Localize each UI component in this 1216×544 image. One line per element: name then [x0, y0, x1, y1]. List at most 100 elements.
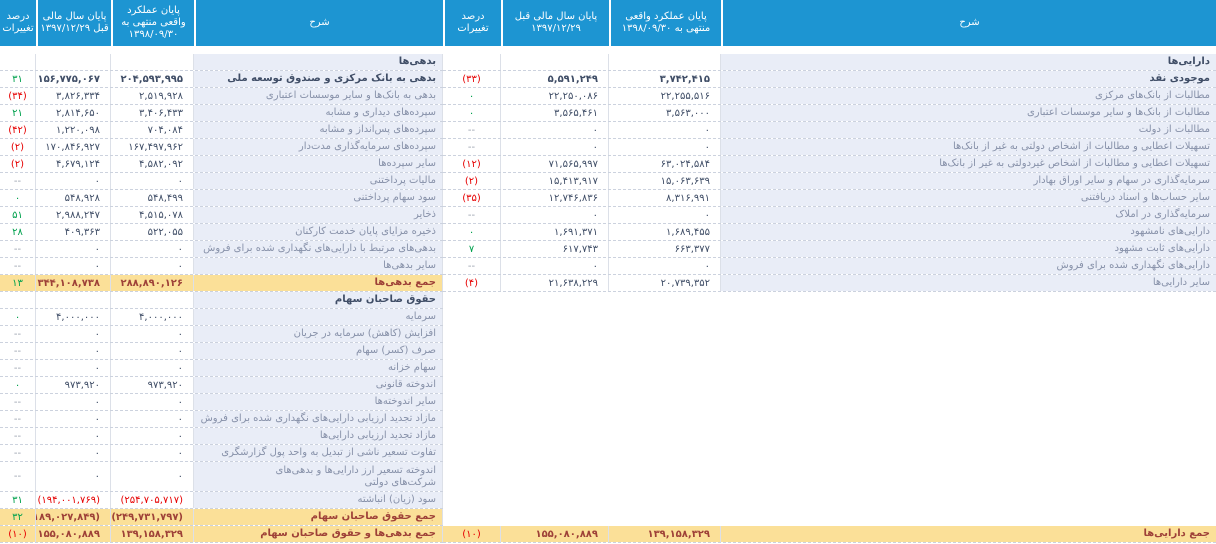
current-period-value-cell: ۳,۵۶۳,۰۰۰	[609, 105, 721, 121]
table-row: -- ۰ ۰ مالیات پرداختنی	[0, 173, 443, 190]
row-label: بدهی به بانک مرکزی و صندوق توسعه ملی	[194, 71, 443, 87]
col-header-description-liabilities: شرح	[194, 0, 443, 46]
row-label: تسهیلات اعطایی و مطالبات از اشخاص غیردول…	[721, 156, 1216, 172]
prev-year-value-cell: ۰	[36, 428, 111, 444]
row-label: جمع دارایی‌ها	[721, 526, 1216, 542]
current-period-value-cell: ۰	[609, 122, 721, 138]
current-period-value-cell: ۰	[111, 462, 194, 491]
prev-year-value-cell: (۱۸۹,۰۲۷,۸۴۹)	[36, 509, 111, 525]
prev-year-value-cell: ۰	[36, 343, 111, 359]
current-period-value-cell: ۰	[609, 207, 721, 223]
prev-year-value-cell: ۰	[36, 258, 111, 274]
row-label: جمع بدهی‌ها	[194, 275, 443, 291]
prev-year-value-cell: ۵,۵۹۱,۲۴۹	[501, 71, 609, 87]
row-label: اندوخته قانونی	[194, 377, 443, 393]
prev-year-value-cell: ۱۵۵,۰۸۰,۸۸۹	[36, 526, 111, 542]
current-period-value-cell: ۶۳,۰۲۴,۵۸۴	[609, 156, 721, 172]
table-row: -- ۰ ۰ سایر اندوخته‌ها	[0, 394, 443, 411]
prev-year-value-cell: ۱,۶۹۱,۳۷۱	[501, 224, 609, 240]
row-label: تفاوت تسعیر ناشی از تبدیل به واحد پول گز…	[194, 445, 443, 461]
pct-change-cell	[0, 54, 36, 70]
prev-year-value-cell: ۰	[501, 122, 609, 138]
pct-change-cell: (۳۳)	[443, 71, 501, 87]
prev-year-value-cell: ۰	[501, 207, 609, 223]
current-period-value-cell: ۹۷۳,۹۲۰	[111, 377, 194, 393]
pct-change-cell: ۲۸	[0, 224, 36, 240]
row-label: سایر اندوخته‌ها	[194, 394, 443, 410]
current-period-value-cell	[609, 54, 721, 70]
pct-change-cell	[443, 54, 501, 70]
pct-change-cell: --	[0, 428, 36, 444]
row-label: مازاد تجدید ارزیابی دارایی‌های نگهداری ش…	[194, 411, 443, 427]
table-row: -- ۰ ۰ افزایش (کاهش) سرمایه در جریان	[0, 326, 443, 343]
prev-year-value-cell	[36, 54, 111, 70]
prev-year-value-cell: ۲۱,۶۳۸,۲۲۹	[501, 275, 609, 291]
pct-change-cell: ۵۱	[0, 207, 36, 223]
table-row: -- ۰ ۰ سهام خزانه	[0, 360, 443, 377]
row-label: دارایی‌ها	[721, 54, 1216, 70]
current-period-value-cell: ۴,۰۰۰,۰۰۰	[111, 309, 194, 325]
table-row: (۲) ۴,۶۷۹,۱۲۴ ۴,۵۸۲,۰۹۲ سایر سپرده‌ها	[0, 156, 443, 173]
pct-change-cell: ۰	[0, 190, 36, 206]
pct-change-cell: ۷	[443, 241, 501, 257]
current-period-value-cell: ۵۴۸,۴۹۹	[111, 190, 194, 206]
table-row: -- ۰ ۰ دارایی‌های نگهداری شده برای فروش	[443, 258, 1216, 275]
current-period-value-cell: ۱۳۹,۱۵۸,۳۲۹	[609, 526, 721, 542]
pct-change-cell: --	[0, 258, 36, 274]
row-label: دارایی‌های نگهداری شده برای فروش	[721, 258, 1216, 274]
empty-region	[443, 292, 1216, 526]
table-row: -- ۰ ۰ مازاد تجدید ارزیابی دارایی‌ها	[0, 428, 443, 445]
pct-change-cell: (۴)	[443, 275, 501, 291]
table-row: -- ۰ ۰ تفاوت تسعیر ناشی از تبدیل به واحد پو…	[0, 445, 443, 462]
table-row: ۰ ۲۲,۲۵۰,۰۸۶ ۲۲,۲۵۵,۵۱۶ مطالبات از بانک‌های…	[443, 88, 1216, 105]
current-period-value-cell	[111, 54, 194, 70]
pct-change-cell: ۰	[0, 377, 36, 393]
prev-year-value-cell: ۱۵۵,۰۸۰,۸۸۹	[501, 526, 609, 542]
current-period-value-cell	[111, 292, 194, 308]
prev-year-value-cell: ۱۵۶,۷۷۵,۰۶۷	[36, 71, 111, 87]
current-period-value-cell: ۳,۴۰۶,۴۳۳	[111, 105, 194, 121]
pct-change-cell: --	[0, 360, 36, 376]
table-row: (۱۰) ۱۵۵,۰۸۰,۸۸۹ ۱۳۹,۱۵۸,۳۲۹ جمع دارایی‌ها	[443, 526, 1216, 543]
pct-change-cell: --	[0, 241, 36, 257]
table-row: ۲۸ ۴۰۹,۳۶۳ ۵۲۲,۰۵۵ ذخیره مزایای پایان خدمت …	[0, 224, 443, 241]
table-row: (۴) ۲۱,۶۳۸,۲۲۹ ۲۰,۷۳۹,۳۵۲ سایر دارایی‌ها	[443, 275, 1216, 292]
table-row: ۲۱ ۲,۸۱۴,۶۵۰ ۳,۴۰۶,۴۳۳ سپرده‌های دیداری و م…	[0, 105, 443, 122]
current-period-value-cell: ۲۰,۷۳۹,۳۵۲	[609, 275, 721, 291]
current-period-value-cell: ۰	[111, 360, 194, 376]
pct-change-cell: (۱۰)	[443, 526, 501, 542]
prev-year-value-cell	[501, 54, 609, 70]
pct-change-cell: ۰	[443, 88, 501, 104]
pct-change-cell: (۳۴)	[0, 88, 36, 104]
row-label: مطالبات از بانک‌های مرکزی	[721, 88, 1216, 104]
row-label: بدهی‌ها	[194, 54, 443, 70]
pct-change-cell: --	[443, 122, 501, 138]
row-label: جمع حقوق صاحبان سهام	[194, 509, 443, 525]
table-row: -- ۰ ۰ تسهیلات اعطایی و مطالبات از اشخاص دو…	[443, 139, 1216, 156]
current-period-value-cell: ۰	[111, 428, 194, 444]
prev-year-value-cell: ۰	[501, 139, 609, 155]
col-header-pct-change-liabilities: درصد تغییرات	[0, 0, 36, 46]
liabilities-equity-section: بدهی‌ها ۳۱ ۱۵۶,۷۷۵,۰۶۷ ۲۰۴,۵۹۳,۹۹۵ بدهی به ب…	[0, 54, 443, 543]
current-period-value-cell: ۰	[111, 394, 194, 410]
table-row: (۱۲) ۷۱,۵۶۵,۹۹۷ ۶۳,۰۲۴,۵۸۴ تسهیلات اعطایی و…	[443, 156, 1216, 173]
row-label: سرمایه‌گذاری در سهام و سایر اوراق بهادار	[721, 173, 1216, 189]
row-label: بدهی‌های مرتبط با دارایی‌های نگهداری شده…	[194, 241, 443, 257]
current-period-value-cell: ۱۵,۰۶۳,۶۳۹	[609, 173, 721, 189]
current-period-value-cell: ۳,۷۴۲,۴۱۵	[609, 71, 721, 87]
pct-change-cell: --	[0, 173, 36, 189]
prev-year-value-cell: ۰	[36, 445, 111, 461]
prev-year-value-cell: ۳,۸۲۶,۳۳۴	[36, 88, 111, 104]
table-row: ۰ ۵۴۸,۹۲۸ ۵۴۸,۴۹۹ سود سهام پرداختنی	[0, 190, 443, 207]
current-period-value-cell: ۰	[111, 241, 194, 257]
row-label: افزایش (کاهش) سرمایه در جریان	[194, 326, 443, 342]
row-label: دارایی‌های نامشهود	[721, 224, 1216, 240]
row-label: سود (زیان) انباشته	[194, 492, 443, 508]
table-row: (۳۳) ۵,۵۹۱,۲۴۹ ۳,۷۴۲,۴۱۵ موجودی نقد	[443, 71, 1216, 88]
current-period-value-cell: ۴,۵۸۲,۰۹۲	[111, 156, 194, 172]
table-row: (۳۴) ۳,۸۲۶,۳۳۴ ۲,۵۱۹,۹۲۸ بدهی به بانک‌ها و …	[0, 88, 443, 105]
row-label: سایر حساب‌ها و اسناد دریافتنی	[721, 190, 1216, 206]
current-period-value-cell: ۲۲,۲۵۵,۵۱۶	[609, 88, 721, 104]
table-row: حقوق صاحبان سهام	[0, 292, 443, 309]
pct-change-cell: --	[443, 258, 501, 274]
